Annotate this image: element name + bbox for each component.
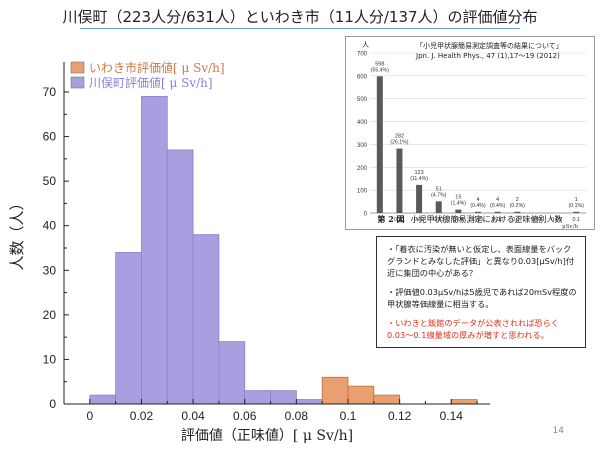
note-3: ・いわきと飯館のデータが公表されれば恐らく0.03〜0.1線量域の厚みが増すと思… xyxy=(387,318,559,340)
bar-series-1 xyxy=(89,394,117,405)
y-axis-label: 人数（人） xyxy=(8,195,26,270)
inset-bar xyxy=(416,184,423,213)
y-tick-label: 40 xyxy=(43,219,57,233)
y-tick-label: 70 xyxy=(43,85,57,99)
inset-bar xyxy=(435,201,442,213)
bar-series-2 xyxy=(450,399,478,405)
inset-x-tick-label: 0.03 xyxy=(433,217,444,223)
inset-histogram: 0 100 200 300 400 500 600 700 人 598(55.4%) 0 282(26… xyxy=(357,41,586,229)
bar-series-1 xyxy=(295,399,323,405)
inset-x-tick-label: 0.06 xyxy=(492,217,503,223)
inset-percent-label: (11.4%) xyxy=(410,176,428,182)
inset-y-tick-label: 300 xyxy=(357,143,368,149)
page-number: 14 xyxy=(552,426,564,436)
bar-series-1 xyxy=(141,96,168,405)
inset-x-tick-label: 0.05 xyxy=(473,217,484,223)
inset-y-tick-label: 100 xyxy=(357,189,368,195)
inset-data-label: 4 xyxy=(496,197,499,203)
inset-x-tick-label: 0.02 xyxy=(414,217,425,223)
inset-data-label: 598 xyxy=(375,61,384,67)
bar-series-1 xyxy=(244,390,271,405)
bar-series-2 xyxy=(373,394,401,405)
y-tick-label: 0 xyxy=(49,397,56,411)
inset-bar xyxy=(514,211,521,213)
bar-series-1 xyxy=(270,390,297,405)
inset-data-label: 15 xyxy=(455,195,461,201)
inset-x-tick-label: 0.07 xyxy=(512,217,523,223)
slide-title: 川俣町（223人分/631人）といわき市（11人分/137人）の評価値分布 xyxy=(62,8,538,26)
inset-x-tick-label: 0.01 xyxy=(394,217,405,223)
inset-x-axis-label: μSv/h xyxy=(562,224,578,229)
inset-bar xyxy=(494,211,501,213)
inset-y-tick-label: 700 xyxy=(357,52,368,58)
inset-percent-label: (26.1%) xyxy=(390,140,408,146)
inset-figure: 0 100 200 300 400 500 600 700 人 598 (55.4%) 0 282 (26… xyxy=(345,36,595,230)
legend-label: 川俣町評価値[ μ Sv/h] xyxy=(89,75,213,90)
inset-y-tick-label: 600 xyxy=(357,74,368,80)
inset-data-label: 4 xyxy=(476,197,479,203)
inset-caption-text: 小児甲状腺簡易測定における正味値別人数 xyxy=(410,215,563,224)
y-tick-label: 60 xyxy=(43,130,57,144)
inset-bar xyxy=(376,76,383,213)
inset-y-tick-label: 200 xyxy=(357,166,368,172)
bar-series-1 xyxy=(192,234,220,405)
inset-percent-label: (55.4%) xyxy=(371,67,389,73)
bar-series-2 xyxy=(321,376,349,405)
note-1: ・「着衣に汚染が無いと仮定し、表面線量をバックグランドとみなした評価」と異なり0… xyxy=(387,244,575,278)
inset-percent-label: (0.1%) xyxy=(569,203,585,209)
x-axis-label: 評価値（正味値）[ μ Sv/h] xyxy=(181,428,353,444)
y-tick-label: 50 xyxy=(43,174,57,188)
inset-reference-line2: Jpn. J. Health Phys., 47 (1),17～19 (2012… xyxy=(416,52,560,60)
inset-x-tick-label: 0.09 xyxy=(551,217,562,223)
inset-x-tick-label: 0.1 xyxy=(572,217,580,223)
bar-series-1 xyxy=(115,252,142,405)
x-tick-label: 0.12 xyxy=(388,409,412,423)
inset-y-tick-label: 0 xyxy=(364,212,368,218)
inset-percent-label: (0.4%) xyxy=(490,203,506,209)
inset-bar xyxy=(475,211,481,213)
bar-series-2 xyxy=(347,385,375,405)
inset-x-tick-label: 0 xyxy=(378,217,381,223)
inset-percent-label: (1.4%) xyxy=(451,201,467,207)
legend-swatch xyxy=(70,76,85,89)
x-tick-label: 0.04 xyxy=(181,409,205,423)
inset-y-tick-label: 500 xyxy=(357,97,368,103)
x-tick-label: 0.1 xyxy=(340,409,357,423)
inset-y-tick-label: 400 xyxy=(357,120,368,126)
legend-swatch xyxy=(70,61,85,74)
inset-bar xyxy=(573,211,580,213)
y-tick-label: 30 xyxy=(43,263,57,277)
inset-x-tick-label: 0.04 xyxy=(453,217,464,223)
inset-x-tick-label: 0.08 xyxy=(532,217,543,223)
inset-reference: 「小児甲状腺簡易測定調査等の結果について」 Jpn. J. Health Phy… xyxy=(416,41,563,61)
inset-percent-label: (0.4%) xyxy=(470,203,486,209)
bar-series-1 xyxy=(166,149,194,405)
inset-data-label: 2 xyxy=(516,197,519,203)
note-2: ・評価値0.03μSv/hは5歳児であれば20mSv程度の甲状腺等価線量に相当す… xyxy=(387,287,577,309)
inset-data-label: 123 xyxy=(414,170,423,176)
x-tick-label: 0 xyxy=(86,409,93,423)
title-underline xyxy=(80,28,520,29)
y-tick-label: 10 xyxy=(43,352,57,366)
x-tick-label: 0.06 xyxy=(233,409,257,423)
inset-data-label: 51 xyxy=(436,186,442,192)
inset-data-label: 1 xyxy=(575,197,578,203)
inset-percent-label: (0.2%) xyxy=(510,203,526,209)
y-tick-label: 20 xyxy=(43,308,57,322)
x-tick-label: 0.14 xyxy=(440,409,464,423)
legend-label: いわき市評価値[ μ Sv/h] xyxy=(89,60,225,75)
inset-reference-line1: 「小児甲状腺簡易測定調査等の結果について」 xyxy=(416,42,563,50)
inset-caption-label: 第 2 図 xyxy=(377,214,405,224)
notes-box: ・「着衣に汚染が無いと仮定し、表面線量をバックグランドとみなした評価」と異なり0… xyxy=(376,236,586,348)
inset-caption: 第 2 図小児甲状腺簡易測定における正味値別人数 xyxy=(346,214,594,225)
bar-series-1 xyxy=(218,341,246,405)
x-tick-label: 0.08 xyxy=(285,409,309,423)
inset-y-axis-label: 人 xyxy=(362,41,369,49)
x-tick-label: 0.02 xyxy=(130,409,154,423)
inset-bar xyxy=(455,209,462,213)
inset-percent-label: (4.7%) xyxy=(431,192,447,198)
inset-data-label: 282 xyxy=(395,134,404,140)
inset-bar xyxy=(396,148,403,213)
